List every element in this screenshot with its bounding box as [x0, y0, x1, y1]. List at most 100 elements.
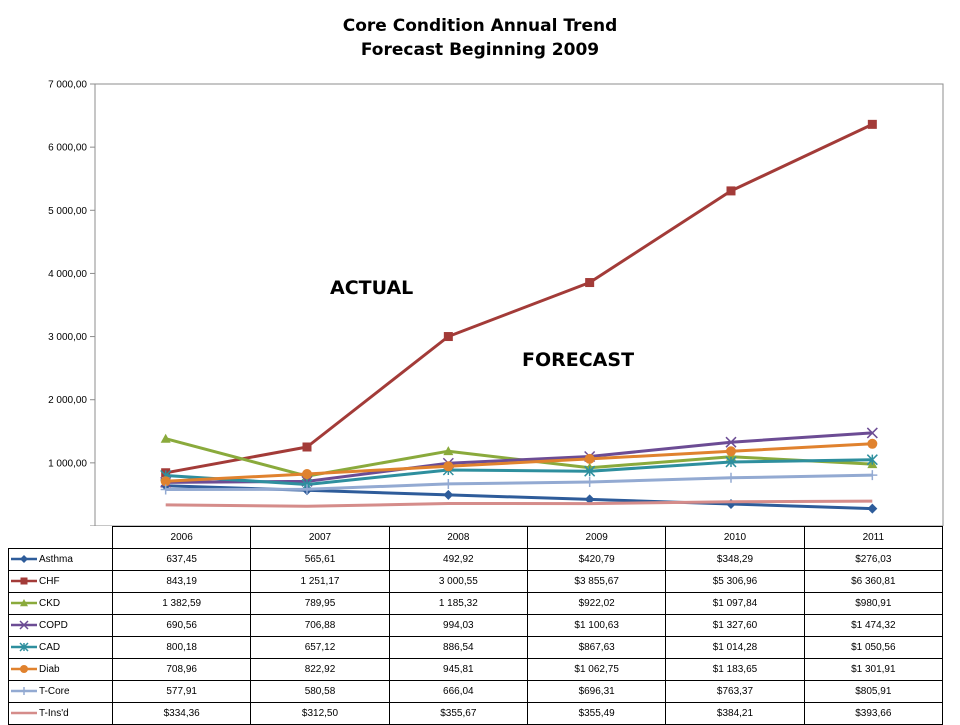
annotation-forecast: FORECAST	[522, 349, 634, 371]
table-row: CHF 843,19 1 251,17 3 000,55 $3 855,67 $5 306…	[8, 570, 944, 593]
series-line	[165, 458, 873, 486]
annotation-actual: ACTUAL	[330, 277, 413, 299]
value-cell: $1 014,28	[665, 636, 805, 659]
value-cell: 886,54	[388, 636, 528, 659]
series-name: CAD	[39, 641, 61, 653]
value-cell: $867,63	[526, 636, 667, 659]
value-cell: 789,95	[250, 592, 390, 615]
chart-title: Core Condition Annual Trend Forecast Beg…	[0, 14, 960, 62]
value-cell: 945,81	[388, 658, 528, 681]
data-point	[867, 503, 878, 514]
y-tick-label: 5 000,00	[48, 206, 87, 217]
y-tick-label: 1 000,00	[48, 458, 87, 469]
column-header: 2008	[388, 526, 528, 549]
legend-marker	[20, 599, 28, 607]
value-cell: 492,92	[388, 548, 528, 571]
value-cell: $1 327,60	[665, 614, 805, 637]
value-cell: $1 301,91	[803, 658, 944, 681]
value-cell: 666,04	[388, 680, 528, 703]
series-name-cell: CKD	[8, 592, 113, 615]
value-cell: $1 097,84	[665, 592, 805, 615]
value-cell: $1 062,75	[526, 658, 667, 681]
value-cell: 577,91	[111, 680, 252, 703]
data-point	[302, 442, 312, 452]
data-point	[443, 478, 454, 489]
chart-title-line: Core Condition Annual Trend	[342, 16, 618, 36]
value-cell: 1 251,17	[250, 570, 390, 593]
value-cell: $355,67	[388, 702, 528, 725]
data-point	[585, 278, 595, 288]
data-point	[160, 476, 171, 487]
data-point	[725, 436, 737, 448]
table-row: T-Ins'd $334,36 $312,50 $355,67 $355,49 $384,…	[8, 702, 944, 725]
series-chf	[161, 119, 877, 478]
value-cell: 708,96	[111, 658, 252, 681]
table-row: CKD 1 382,59 789,95 1 185,32 $922,02 $1 097,8…	[8, 592, 944, 615]
value-cell: 800,18	[111, 636, 252, 659]
series-diab	[160, 438, 878, 487]
value-cell: 822,92	[250, 658, 390, 681]
table-header-row: 2006 2007 2008 2009 2010 2011	[8, 526, 944, 549]
table-row: Asthma 637,45 565,61 492,92 $420,79 $348,29 $2…	[8, 548, 944, 571]
value-cell: $276,03	[803, 548, 944, 571]
column-header: 2010	[665, 526, 805, 549]
data-point	[443, 489, 454, 500]
series-line	[165, 442, 873, 483]
series-name-cell: T-Ins'd	[8, 702, 113, 725]
data-point	[160, 484, 171, 495]
data-table: 2006 2007 2008 2009 2010 2011 Asthma 637,45 565…	[8, 526, 944, 725]
value-cell: $763,37	[665, 680, 805, 703]
value-cell: 637,45	[111, 548, 252, 571]
data-point	[726, 446, 736, 457]
legend-key-icon	[11, 598, 37, 608]
value-cell: 1 382,59	[111, 592, 252, 615]
axes-layer: - 1 000,00 2 000,00 3 000,00 4 000,00 5 000,0…	[48, 80, 944, 527]
series-line	[165, 499, 873, 508]
data-point	[584, 453, 595, 464]
data-point	[443, 461, 454, 472]
value-cell: $393,66	[803, 702, 944, 725]
series-name: Diab	[39, 663, 60, 675]
series-t-ins-d	[165, 499, 873, 508]
column-header: 2007	[250, 526, 390, 549]
legend-marker	[19, 642, 29, 652]
data-point	[302, 469, 312, 480]
series-line	[165, 473, 873, 491]
series-name-cell: COPD	[8, 614, 113, 637]
data-point	[866, 454, 878, 466]
value-cell: $3 855,67	[526, 570, 667, 593]
y-tick-label: -	[84, 522, 87, 527]
line-chart: - 1 000,00 2 000,00 3 000,00 4 000,00 5 000,0…	[48, 80, 944, 527]
value-cell: $384,21	[665, 702, 805, 725]
legend-key-icon	[11, 708, 37, 718]
value-cell: $334,36	[111, 702, 252, 725]
legend-key-icon	[11, 686, 37, 696]
data-point	[443, 446, 454, 456]
value-cell: $696,31	[526, 680, 667, 703]
y-tick-label: 4 000,00	[48, 269, 87, 280]
column-header: 2006	[111, 526, 252, 549]
legend-key-icon	[11, 576, 37, 586]
table-row: CAD 800,18 657,12 886,54 $867,63 $1 014,28 $1 …	[8, 636, 944, 659]
plot-area-border	[94, 83, 944, 526]
legend-key-icon	[11, 642, 37, 652]
data-point	[867, 119, 877, 129]
value-cell: $1 474,32	[803, 614, 944, 637]
value-cell: $6 360,81	[803, 570, 944, 593]
y-tick-label: 6 000,00	[48, 143, 87, 154]
value-cell: $420,79	[526, 548, 667, 571]
legend-marker	[19, 620, 29, 630]
column-header: 2009	[526, 526, 667, 549]
series-name: T-Core	[39, 685, 70, 697]
value-cell: 580,58	[250, 680, 390, 703]
data-point	[302, 484, 312, 495]
series-asthma	[160, 480, 878, 514]
legend-key-icon	[11, 620, 37, 630]
series-name-cell: T-Core	[8, 680, 113, 703]
legend-marker	[20, 555, 28, 564]
y-tick-label: 2 000,00	[48, 395, 87, 406]
table-corner-cell	[8, 526, 113, 549]
series-name: COPD	[39, 619, 68, 631]
data-point	[584, 494, 595, 505]
data-point	[726, 472, 736, 483]
